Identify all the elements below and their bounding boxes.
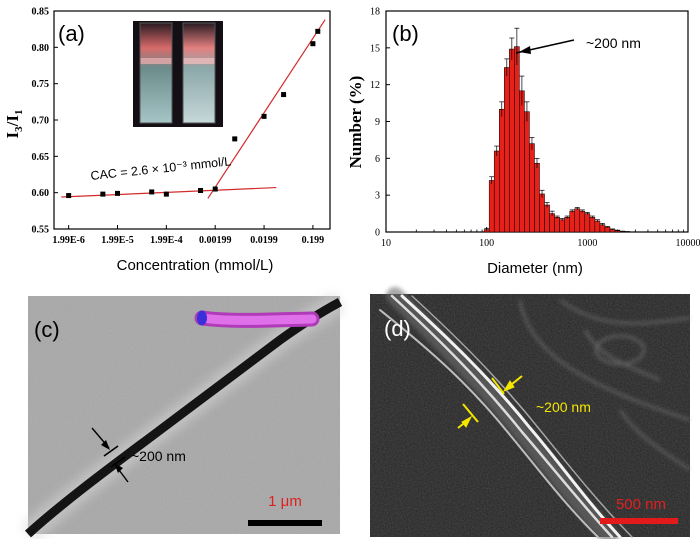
fiber-schematic-icon — [194, 310, 320, 328]
panel-b-histogram-bar — [534, 162, 540, 233]
panel-a-label: (a) — [58, 21, 85, 46]
panel-b-y-tick-label: 18 — [370, 7, 380, 18]
panel-b-histogram-bar — [488, 180, 495, 233]
panel-b-histogram-bar — [509, 48, 515, 233]
panel-b-histogram-bar — [524, 111, 530, 233]
panel-b-y-tick-label: 0 — [375, 228, 380, 239]
cuvette-inset-photo — [133, 21, 223, 127]
panel-a-y-axis-label: I3/I1 — [3, 110, 25, 139]
panel-d-measure-arrows — [457, 375, 523, 429]
panel-a-x-tick-label: 1.99E-6 — [52, 235, 85, 246]
panel-b-histogram-bar — [529, 143, 535, 233]
panel-b-y-tick-label: 3 — [375, 191, 380, 202]
panel-a-data-point — [149, 189, 155, 195]
panel-b-label: (b) — [392, 21, 419, 46]
panel-b-histogram-bar — [589, 217, 596, 233]
panel-b-y-tick-label: 9 — [375, 117, 380, 128]
panel-a-x-tick-label: 0.00199 — [199, 235, 232, 246]
panel-b-histogram-bar — [569, 210, 576, 233]
panel-a-y-tick-label: 0.60 — [32, 188, 50, 199]
panel-b-annotation: ~200 nm — [586, 35, 641, 51]
panel-a-data-point — [66, 193, 72, 199]
panel-b-y-tick-label: 15 — [370, 43, 380, 54]
panel-b-histogram-bar — [559, 219, 565, 233]
panel-b-y-tick-label: 6 — [375, 154, 380, 165]
panel-b-histogram-bar — [594, 220, 601, 233]
panel-b-chart: 0 3 6 9 12 15 18 10 100 1000 10000 (b) ~200 nm Di… — [346, 7, 700, 278]
panel-d-sem-image: ~200 nm (d) 500 nm — [370, 287, 691, 539]
panel-b-x-tick-label: 10000 — [676, 238, 700, 249]
panel-b-histogram-bar — [564, 217, 570, 233]
panel-a-data-point — [163, 191, 169, 197]
panel-d-label: (d) — [384, 316, 411, 341]
panel-b-histogram-bar — [544, 204, 550, 233]
diameter-arrow-head — [519, 46, 531, 54]
panel-a-data-point — [115, 190, 121, 196]
panel-c-scalebar-label: 1 μm — [268, 493, 302, 510]
panel-b-y-axis-label: Number (%) — [346, 76, 365, 169]
panel-b-histogram-bar — [584, 213, 591, 233]
panel-c-tem-image: ~200 nm (c) 1 μm — [20, 292, 346, 539]
panel-a-data-point — [281, 92, 287, 98]
fiber-bundle — [379, 287, 633, 539]
panel-a-y-tick-label: 0.55 — [32, 225, 50, 236]
width-measure-arrows — [91, 427, 129, 483]
panel-a-x-axis-label: Concentration (mmol/L) — [117, 257, 274, 274]
panel-b-histogram-bar — [579, 210, 586, 233]
panel-a-data-point — [198, 187, 204, 193]
panel-a-x-tick-label: 1.99E-5 — [101, 235, 134, 246]
panel-b-histogram-bar — [499, 108, 505, 233]
panel-d-scalebar — [600, 518, 678, 524]
panel-b-x-tick-label: 1000 — [577, 238, 597, 249]
panel-b-y-tick-label: 12 — [370, 80, 380, 91]
panel-a-x-tick-label: 0.0199 — [250, 235, 278, 246]
cac-annotation: CAC = 2.6 × 10⁻³ mmol/L — [90, 154, 232, 183]
panel-a-x-tick-label: 0.199 — [302, 235, 325, 246]
panel-a-data-point — [232, 136, 238, 142]
panel-c-scalebar — [248, 520, 322, 526]
panel-a-data-point — [261, 113, 267, 119]
panel-a-data-point — [310, 41, 316, 47]
panel-b-x-tick-label: 10 — [381, 238, 391, 249]
panel-b-histogram-bar — [493, 150, 500, 233]
panel-a-y-tick-label: 0.85 — [32, 7, 50, 18]
panel-a-y-tick-label: 0.70 — [32, 116, 50, 127]
panel-a-y-tick-label: 0.80 — [32, 43, 50, 54]
panel-b-x-tick-label: 100 — [479, 238, 494, 249]
panel-b-histogram-bar — [574, 208, 581, 233]
panel-c-measure-label: ~200 nm — [131, 448, 186, 464]
panel-a-data-point — [100, 191, 106, 197]
panel-a-y-tick-label: 0.65 — [32, 152, 50, 163]
panel-b-histogram-bar — [514, 46, 520, 233]
panel-c-label: (c) — [34, 317, 60, 342]
panel-d-measure-label: ~200 nm — [536, 399, 591, 415]
panel-a-chart: 0.55 0.60 0.65 0.70 0.75 0.80 0.85 1.99E-6 1.99… — [3, 7, 331, 274]
panel-a-x-tick-label: 1.99E-4 — [150, 235, 183, 246]
panel-b-x-axis-label: Diameter (nm) — [487, 260, 583, 277]
panel-b-histogram-bar — [549, 213, 555, 233]
panel-d-scalebar-label: 500 nm — [616, 496, 666, 513]
panel-b-histogram-bar — [519, 90, 525, 233]
panel-a-y-tick-label: 0.75 — [32, 79, 50, 90]
panel-a-data-point — [212, 186, 218, 192]
panel-b-histogram-bar — [504, 67, 510, 233]
panel-a-data-point — [315, 28, 321, 34]
panel-b-histogram-bar — [554, 217, 560, 233]
panel-b-histogram-bar — [539, 193, 545, 233]
panel-a-fit-line-2 — [207, 19, 326, 199]
panel-b-histogram-bar — [604, 226, 611, 233]
